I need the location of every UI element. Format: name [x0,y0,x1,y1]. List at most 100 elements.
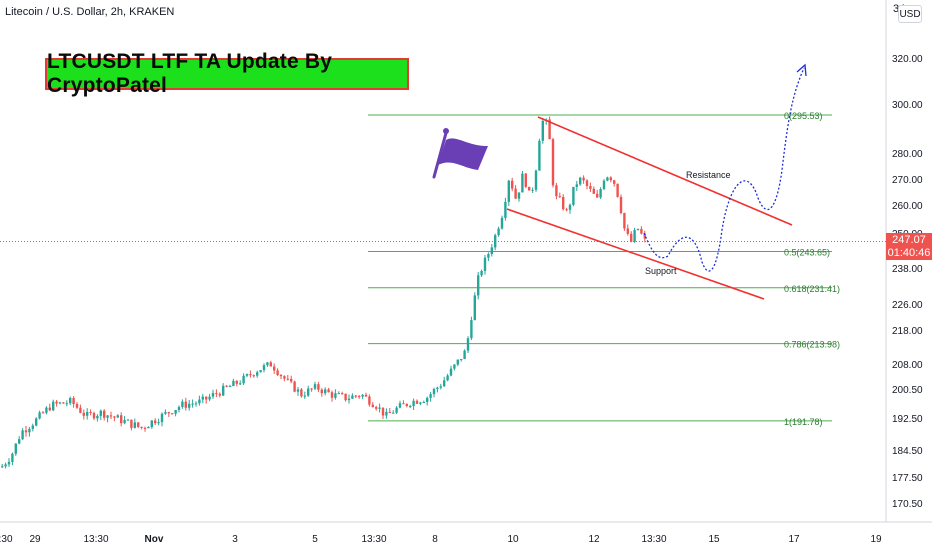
candle-body [334,393,337,398]
time-tick-label: 13:30 [641,534,666,545]
candle-body [184,401,187,408]
projection-arrow-head [796,63,807,77]
flag-pole [432,131,448,179]
candle-body [599,189,602,198]
candle-body [480,270,483,276]
candle-body [164,412,167,414]
candle-body [41,412,45,414]
candle-body [511,180,514,189]
candle-body [579,177,582,185]
time-tick-label: 10 [507,534,519,545]
price-tick-label: 184.50 [892,446,923,457]
candle-body [409,405,412,407]
candle-body [82,412,85,416]
time-tick-label: 13:30 [0,534,13,545]
candle-body [473,295,476,321]
bar-countdown: 01:40:46 [887,246,931,259]
candle-body [460,359,463,361]
candle-body [48,407,51,411]
candle-body [456,359,459,365]
candle-body [106,415,109,418]
candle-body [38,412,41,419]
candle-body [31,425,34,429]
candle-body [52,401,55,411]
candle-body [609,177,612,181]
currency-badge[interactable]: USD [898,5,922,23]
flag-cloth [438,138,488,170]
candle-body [398,403,402,408]
candle-body [477,275,480,296]
candle-body [419,402,422,404]
candle-body [551,139,555,186]
candle-body [96,415,99,419]
candle-body [113,416,116,418]
candle-body [65,403,68,405]
candle-body [283,376,286,379]
candle-body [371,404,374,408]
time-tick-label: 13:30 [83,534,108,545]
candle-body [347,398,351,401]
candle-body [99,410,102,416]
candle-body [327,389,330,393]
candle-body [177,407,181,411]
fib-level-label: 1(191.78) [784,417,823,427]
candle-body [341,393,344,395]
candle-body [541,120,544,141]
candle-body [514,188,517,199]
candle-body [150,420,153,428]
candle-body [157,422,160,424]
candle-body [585,180,589,187]
candle-body [279,374,283,377]
candle-body [154,420,157,424]
candle-body [45,407,48,413]
candle-body [429,394,432,398]
symbol-title[interactable]: Litecoin / U.S. Dollar, 2h, KRAKEN [5,6,175,18]
candle-body [225,385,228,387]
candle-body [62,402,65,404]
candle-body [589,186,592,189]
candle-body [344,393,347,401]
candle-body [555,185,558,197]
last-price-value: 247.07 [892,233,926,246]
candle-body [575,184,578,187]
candle-body [201,396,204,400]
candle-body [558,196,561,198]
candle-body [422,401,425,403]
candle-body [320,389,323,394]
candle-body [89,412,92,414]
candle-body [439,386,442,388]
candle-body [198,399,201,404]
time-tick-label: 17 [788,534,800,545]
fib-level-label: 0.5(243.65) [784,248,830,258]
candle-body [330,392,334,398]
candle-body [531,189,534,191]
candle-body [521,173,524,193]
time-tick-label: 3 [232,534,238,545]
last-price-tag: 247.07 01:40:46 [886,233,932,260]
candle-body [160,413,164,423]
candle-body [534,170,538,190]
candle-body [174,410,177,414]
candle-body [293,381,296,392]
candle-body [426,397,429,402]
candle-body [7,461,11,465]
candle-body [317,384,320,390]
title-banner: LTCUSDT LTF TA Update By CryptoPatel [45,50,409,97]
candle-body [381,407,385,416]
price-tick-label: 200.50 [892,385,923,396]
candle-body [633,230,636,242]
candle-body [266,362,269,366]
candle-body [313,384,317,389]
candle-body [116,415,119,418]
candle-body [245,374,249,376]
candle-body [602,180,606,190]
candle-body [205,396,208,400]
resistance-line [537,116,793,226]
candle-body [259,370,262,373]
candle-body [55,401,58,404]
candle-body [392,412,395,414]
candle-body [643,233,646,239]
price-tick-label: 280.00 [892,149,923,160]
fib-level-label: 0.786(213.98) [784,340,840,350]
candle-body [211,393,215,397]
